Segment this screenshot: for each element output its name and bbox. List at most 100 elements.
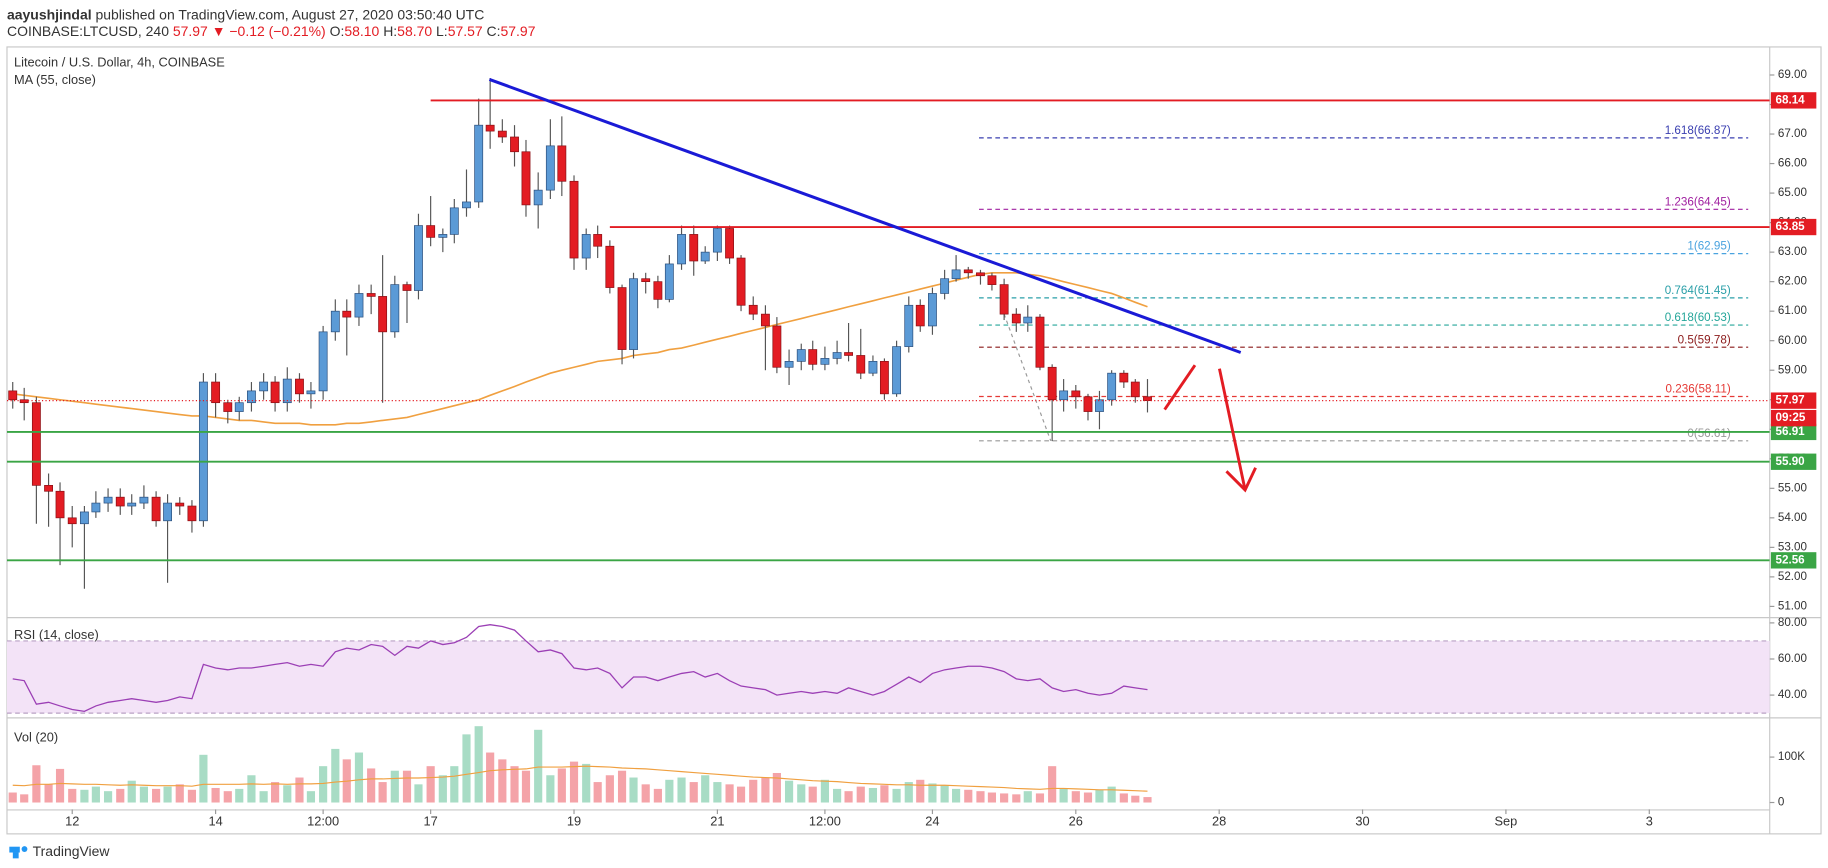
volume-bar (127, 780, 136, 803)
volume-bar (44, 784, 53, 803)
price-badge-label: 68.14 (1776, 93, 1806, 106)
volume-bar (450, 766, 459, 803)
candle-body (987, 275, 997, 285)
volume-bar (103, 791, 113, 803)
volume-bar (880, 785, 889, 803)
arrow-head (1225, 467, 1257, 493)
candle-body (497, 130, 507, 138)
candle-body (664, 263, 674, 300)
candle-body (1047, 366, 1057, 401)
volume-bar (677, 777, 686, 803)
volume-bar (331, 748, 340, 803)
candle-body (844, 352, 853, 356)
candle-body (44, 485, 54, 492)
candle-body (8, 390, 18, 401)
x-tick-label: Sep (1495, 814, 1518, 829)
x-tick-label: 24 (925, 814, 939, 829)
volume-bar (223, 791, 232, 803)
candle-body (378, 296, 388, 333)
volume-bar (271, 782, 280, 803)
ohlc-key: H: (383, 22, 397, 38)
ohlc-value: 57.97 (501, 22, 536, 38)
candle-body (449, 207, 459, 235)
volume-bar (629, 777, 638, 803)
y-tick-label: 62.00 (1778, 275, 1808, 288)
price-badge-label: 55.90 (1776, 455, 1805, 468)
price-badge (1770, 92, 1817, 109)
candle-body (796, 349, 806, 362)
volume-bar (772, 772, 781, 803)
ohlc-value: 58.10 (344, 22, 379, 38)
volume-bar (498, 759, 507, 803)
candle-body (270, 381, 280, 404)
volume-bar (976, 791, 985, 803)
volume-bar (653, 788, 662, 803)
candle-body (151, 496, 161, 522)
fib-label: 0(56.61) (1687, 427, 1730, 440)
volume-bar (187, 789, 197, 803)
volume-bar (904, 782, 913, 803)
volume-bar (833, 788, 842, 803)
volume-bar (139, 786, 148, 803)
volume-bar (534, 729, 543, 803)
candle-body (772, 325, 782, 368)
candle-body (1095, 399, 1104, 412)
ma-line (12, 271, 1148, 426)
volume-bar (247, 775, 256, 803)
candle-body (533, 189, 543, 206)
candle-body (282, 378, 292, 404)
volume-bar (605, 775, 614, 803)
y-tick-label: 54.00 (1778, 511, 1808, 524)
y-tick-label: 67.00 (1778, 127, 1808, 140)
volume-bar (952, 788, 961, 803)
candle-body (510, 136, 519, 153)
volume-bar (295, 777, 304, 803)
fib-label: 1.236(64.45) (1665, 195, 1731, 208)
volume-bar (987, 792, 997, 803)
volume-bar (1107, 786, 1116, 803)
candle-body (91, 502, 101, 513)
volume-bar (426, 766, 435, 803)
volume-bar (641, 784, 650, 803)
volume-bar (259, 791, 268, 803)
candle-body (259, 381, 269, 392)
volume-bar (55, 768, 65, 803)
candle-body (820, 358, 830, 365)
y-tick-label: 52.00 (1778, 570, 1808, 583)
volume-bar (390, 770, 399, 803)
logo (9, 846, 28, 859)
candle-body (868, 361, 878, 374)
rsi-line (12, 624, 1148, 712)
candle-body (1059, 390, 1069, 401)
volume-bar (725, 784, 734, 803)
candle-body (928, 293, 937, 327)
candle-body (904, 304, 914, 347)
x-tick-label: 14 (208, 814, 222, 829)
price-badge (1770, 423, 1817, 441)
candle-body (653, 281, 663, 300)
price-badge-label: 63.85 (1776, 220, 1806, 233)
candle-body (318, 331, 328, 392)
arrow-up (1163, 364, 1197, 411)
volume-bar (354, 752, 364, 803)
candle-body (784, 361, 794, 368)
volume-bar (1083, 792, 1093, 803)
volume-bar (928, 783, 937, 803)
rsi-tick-label: 60.00 (1778, 652, 1808, 665)
candle-body (629, 278, 638, 350)
ohlc-value: 58.70 (397, 22, 432, 38)
footer-brand: TradingView (33, 843, 111, 859)
y-tick-label: 65.00 (1778, 186, 1808, 199)
volume-bar (116, 788, 125, 803)
volume-bar (940, 785, 949, 803)
candle-body (725, 228, 735, 259)
candle-body (198, 381, 208, 522)
header-quote: COINBASE:LTCUSD, 240 57.97 ▼ −0.12 (−0.2… (7, 22, 536, 38)
candle-body (31, 402, 41, 486)
volume-bar (557, 768, 566, 803)
volume-bar (1131, 795, 1140, 803)
rsi-tick-label: 40.00 (1778, 688, 1808, 701)
frame (6, 46, 1822, 835)
candle-body (748, 304, 758, 315)
